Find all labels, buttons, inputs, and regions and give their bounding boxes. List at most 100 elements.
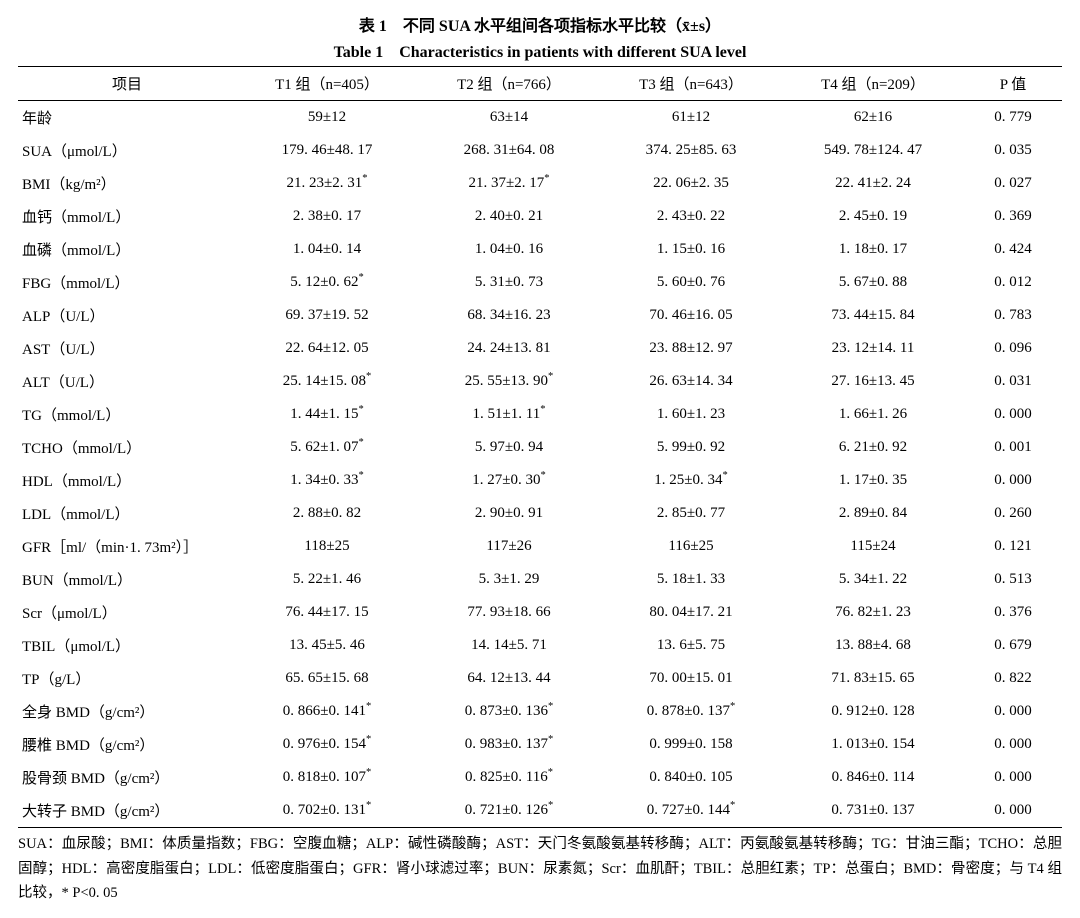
table-row: 血磷（mmol/L）1. 04±0. 141. 04±0. 161. 15±0.…: [18, 233, 1062, 266]
cell-t1: 0. 866±0. 141*: [236, 695, 418, 728]
cell-label: GFR［ml/（min·1. 73m²）］: [18, 530, 236, 563]
cell-p: 0. 000: [964, 695, 1062, 728]
table-row: TBIL（μmol/L）13. 45±5. 4614. 14±5. 7113. …: [18, 629, 1062, 662]
cell-t3: 0. 878±0. 137*: [600, 695, 782, 728]
cell-t1: 0. 976±0. 154*: [236, 728, 418, 761]
cell-label: Scr（μmol/L）: [18, 596, 236, 629]
cell-t3: 374. 25±85. 63: [600, 134, 782, 167]
cell-p: 0. 376: [964, 596, 1062, 629]
cell-t2: 14. 14±5. 71: [418, 629, 600, 662]
col-header-t3: T3 组（n=643）: [600, 67, 782, 101]
cell-p: 0. 121: [964, 530, 1062, 563]
cell-t1: 1. 44±1. 15*: [236, 398, 418, 431]
table-title-cn: 表 1 不同 SUA 水平组间各项指标水平比较（x̄±s）: [18, 12, 1062, 36]
cell-t2: 0. 825±0. 116*: [418, 761, 600, 794]
cell-p: 0. 783: [964, 299, 1062, 332]
cell-label: TP（g/L）: [18, 662, 236, 695]
cell-t2: 63±14: [418, 101, 600, 135]
cell-t1: 1. 34±0. 33*: [236, 464, 418, 497]
table-title-block: 表 1 不同 SUA 水平组间各项指标水平比较（x̄±s） Table 1 Ch…: [18, 12, 1062, 62]
cell-p: 0. 000: [964, 398, 1062, 431]
cell-t1: 76. 44±17. 15: [236, 596, 418, 629]
cell-t1: 65. 65±15. 68: [236, 662, 418, 695]
table-row: TCHO（mmol/L）5. 62±1. 07*5. 97±0. 945. 99…: [18, 431, 1062, 464]
cell-label: FBG（mmol/L）: [18, 266, 236, 299]
cell-t1: 13. 45±5. 46: [236, 629, 418, 662]
cell-p: 0. 027: [964, 167, 1062, 200]
table-row: BUN（mmol/L）5. 22±1. 465. 3±1. 295. 18±1.…: [18, 563, 1062, 596]
cell-p: 0. 000: [964, 464, 1062, 497]
col-header-t1: T1 组（n=405）: [236, 67, 418, 101]
cell-label: 年龄: [18, 101, 236, 135]
cell-t4: 1. 013±0. 154: [782, 728, 964, 761]
cell-t3: 80. 04±17. 21: [600, 596, 782, 629]
cell-t2: 2. 90±0. 91: [418, 497, 600, 530]
table-row: SUA（μmol/L）179. 46±48. 17268. 31±64. 083…: [18, 134, 1062, 167]
cell-t1: 118±25: [236, 530, 418, 563]
cell-t2: 77. 93±18. 66: [418, 596, 600, 629]
cell-t1: 5. 22±1. 46: [236, 563, 418, 596]
table-row: AST（U/L）22. 64±12. 0524. 24±13. 8123. 88…: [18, 332, 1062, 365]
cell-t1: 2. 38±0. 17: [236, 200, 418, 233]
cell-t3: 1. 60±1. 23: [600, 398, 782, 431]
cell-t3: 116±25: [600, 530, 782, 563]
cell-label: BMI（kg/m²）: [18, 167, 236, 200]
table-row: TP（g/L）65. 65±15. 6864. 12±13. 4470. 00±…: [18, 662, 1062, 695]
cell-t3: 5. 60±0. 76: [600, 266, 782, 299]
cell-t4: 6. 21±0. 92: [782, 431, 964, 464]
cell-t4: 0. 912±0. 128: [782, 695, 964, 728]
cell-t2: 1. 27±0. 30*: [418, 464, 600, 497]
cell-t1: 21. 23±2. 31*: [236, 167, 418, 200]
cell-label: 腰椎 BMD（g/cm²）: [18, 728, 236, 761]
cell-p: 0. 000: [964, 794, 1062, 828]
cell-label: ALP（U/L）: [18, 299, 236, 332]
table-row: 股骨颈 BMD（g/cm²）0. 818±0. 107*0. 825±0. 11…: [18, 761, 1062, 794]
cell-t1: 1. 04±0. 14: [236, 233, 418, 266]
cell-t3: 22. 06±2. 35: [600, 167, 782, 200]
cell-t4: 22. 41±2. 24: [782, 167, 964, 200]
table-footnote: SUA：血尿酸；BMI：体质量指数；FBG：空腹血糖；ALP：碱性磷酸酶；AST…: [18, 832, 1062, 906]
cell-label: 股骨颈 BMD（g/cm²）: [18, 761, 236, 794]
cell-t2: 21. 37±2. 17*: [418, 167, 600, 200]
cell-t4: 1. 17±0. 35: [782, 464, 964, 497]
cell-label: SUA（μmol/L）: [18, 134, 236, 167]
cell-t1: 0. 702±0. 131*: [236, 794, 418, 828]
table-row: ALT（U/L）25. 14±15. 08*25. 55±13. 90*26. …: [18, 365, 1062, 398]
table-row: 年龄59±1263±1461±1262±160. 779: [18, 101, 1062, 135]
cell-t2: 0. 721±0. 126*: [418, 794, 600, 828]
table-row: 腰椎 BMD（g/cm²）0. 976±0. 154*0. 983±0. 137…: [18, 728, 1062, 761]
table-row: 全身 BMD（g/cm²）0. 866±0. 141*0. 873±0. 136…: [18, 695, 1062, 728]
cell-label: TCHO（mmol/L）: [18, 431, 236, 464]
col-header-t2: T2 组（n=766）: [418, 67, 600, 101]
cell-t3: 0. 999±0. 158: [600, 728, 782, 761]
cell-t3: 1. 25±0. 34*: [600, 464, 782, 497]
col-header-item: 项目: [18, 67, 236, 101]
cell-label: 血磷（mmol/L）: [18, 233, 236, 266]
cell-t1: 5. 12±0. 62*: [236, 266, 418, 299]
cell-t3: 2. 85±0. 77: [600, 497, 782, 530]
cell-p: 0. 369: [964, 200, 1062, 233]
cell-t1: 179. 46±48. 17: [236, 134, 418, 167]
cell-t2: 68. 34±16. 23: [418, 299, 600, 332]
cell-t4: 549. 78±124. 47: [782, 134, 964, 167]
table-row: 大转子 BMD（g/cm²）0. 702±0. 131*0. 721±0. 12…: [18, 794, 1062, 828]
cell-t4: 0. 846±0. 114: [782, 761, 964, 794]
cell-t3: 0. 840±0. 105: [600, 761, 782, 794]
table-row: FBG（mmol/L）5. 12±0. 62*5. 31±0. 735. 60±…: [18, 266, 1062, 299]
cell-t4: 73. 44±15. 84: [782, 299, 964, 332]
cell-t1: 69. 37±19. 52: [236, 299, 418, 332]
cell-t4: 71. 83±15. 65: [782, 662, 964, 695]
cell-label: LDL（mmol/L）: [18, 497, 236, 530]
cell-t2: 2. 40±0. 21: [418, 200, 600, 233]
cell-t4: 2. 89±0. 84: [782, 497, 964, 530]
cell-p: 0. 679: [964, 629, 1062, 662]
cell-t2: 5. 97±0. 94: [418, 431, 600, 464]
cell-t2: 1. 04±0. 16: [418, 233, 600, 266]
table-row: LDL（mmol/L）2. 88±0. 822. 90±0. 912. 85±0…: [18, 497, 1062, 530]
cell-t3: 26. 63±14. 34: [600, 365, 782, 398]
cell-p: 0. 260: [964, 497, 1062, 530]
cell-p: 0. 513: [964, 563, 1062, 596]
cell-label: 全身 BMD（g/cm²）: [18, 695, 236, 728]
cell-t3: 5. 99±0. 92: [600, 431, 782, 464]
table-header-row: 项目 T1 组（n=405） T2 组（n=766） T3 组（n=643） T…: [18, 67, 1062, 101]
